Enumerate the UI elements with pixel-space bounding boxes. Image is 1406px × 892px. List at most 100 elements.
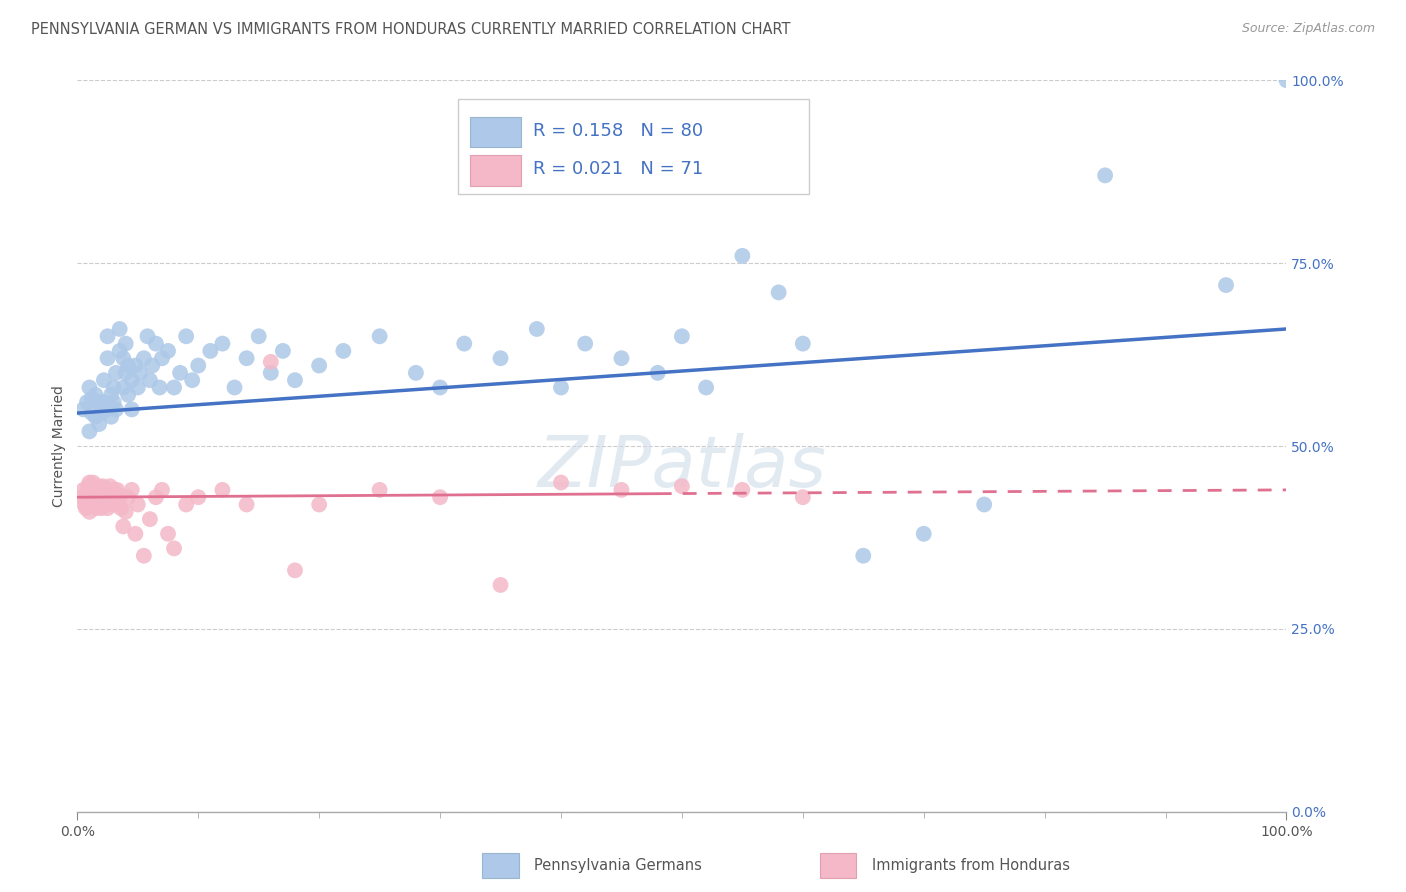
Point <box>75 501 97 516</box>
Point <box>72 402 94 417</box>
Point <box>112 519 135 533</box>
Point <box>105 483 128 497</box>
Point <box>731 483 754 497</box>
Point <box>80 483 103 497</box>
Text: Pennsylvania Germans: Pennsylvania Germans <box>534 858 702 872</box>
Point <box>117 490 139 504</box>
Point <box>90 406 112 420</box>
Point <box>100 409 122 424</box>
Point <box>87 486 110 500</box>
Point <box>105 402 128 417</box>
Point <box>429 490 451 504</box>
Point <box>103 483 125 497</box>
Point <box>852 549 875 563</box>
Point <box>114 336 136 351</box>
Point <box>117 388 139 402</box>
Point <box>84 388 107 402</box>
Point <box>86 501 108 516</box>
Point <box>127 498 149 512</box>
Point <box>610 483 633 497</box>
Point <box>94 486 117 500</box>
Point <box>117 359 139 373</box>
Text: Source: ZipAtlas.com: Source: ZipAtlas.com <box>1241 22 1375 36</box>
Point <box>157 526 180 541</box>
Point <box>973 498 995 512</box>
Point <box>145 490 167 504</box>
Point <box>94 490 117 504</box>
FancyBboxPatch shape <box>458 99 808 194</box>
Point <box>695 380 717 394</box>
Point <box>100 498 122 512</box>
Point <box>76 494 98 508</box>
Point <box>76 486 98 500</box>
Point <box>260 355 283 369</box>
Point <box>284 373 307 387</box>
Point <box>108 343 131 358</box>
Point <box>141 359 163 373</box>
Point <box>200 343 222 358</box>
Text: PENNSYLVANIA GERMAN VS IMMIGRANTS FROM HONDURAS CURRENTLY MARRIED CORRELATION CH: PENNSYLVANIA GERMAN VS IMMIGRANTS FROM H… <box>31 22 790 37</box>
Point <box>90 501 112 516</box>
Point <box>574 336 596 351</box>
Point <box>90 490 112 504</box>
Point <box>610 351 633 366</box>
Text: ZIPatlas: ZIPatlas <box>537 434 827 502</box>
Point <box>368 483 391 497</box>
Point <box>526 322 548 336</box>
Point <box>103 380 125 394</box>
Point <box>93 395 115 409</box>
Point <box>731 249 754 263</box>
Point <box>84 483 107 497</box>
Y-axis label: Currently Married: Currently Married <box>52 385 66 507</box>
Point <box>103 395 125 409</box>
Point <box>163 541 186 556</box>
Point <box>150 351 173 366</box>
Point <box>93 498 115 512</box>
Point <box>235 498 257 512</box>
Point <box>1215 278 1237 293</box>
Point <box>112 380 135 394</box>
Point <box>211 336 233 351</box>
Point <box>87 479 110 493</box>
Point <box>96 483 118 497</box>
Point <box>89 498 111 512</box>
Point <box>308 359 330 373</box>
Point <box>96 490 118 504</box>
Point <box>768 285 790 300</box>
Point <box>284 563 307 577</box>
Point <box>308 498 330 512</box>
Point <box>80 406 103 420</box>
Point <box>169 366 191 380</box>
Point <box>82 475 104 490</box>
Point <box>70 490 93 504</box>
Point <box>79 505 101 519</box>
Point <box>260 366 283 380</box>
Point <box>96 351 118 366</box>
Point <box>84 498 107 512</box>
Point <box>96 501 118 516</box>
Point <box>110 501 132 516</box>
Point <box>103 498 125 512</box>
Point <box>671 329 693 343</box>
Text: R = 0.158   N = 80: R = 0.158 N = 80 <box>533 122 703 140</box>
Point <box>121 402 143 417</box>
Point <box>489 351 512 366</box>
Point <box>550 380 572 394</box>
Point <box>647 366 669 380</box>
Point <box>80 498 103 512</box>
Point <box>912 526 935 541</box>
Point <box>87 483 110 497</box>
Point <box>112 351 135 366</box>
Point <box>80 392 103 406</box>
FancyBboxPatch shape <box>470 155 522 186</box>
Point <box>79 380 101 394</box>
Point <box>107 498 129 512</box>
Point <box>105 366 128 380</box>
Point <box>405 366 427 380</box>
Point <box>97 486 120 500</box>
Point <box>91 479 114 493</box>
Point <box>163 380 186 394</box>
Point <box>108 322 131 336</box>
Point <box>368 329 391 343</box>
Point <box>174 498 197 512</box>
